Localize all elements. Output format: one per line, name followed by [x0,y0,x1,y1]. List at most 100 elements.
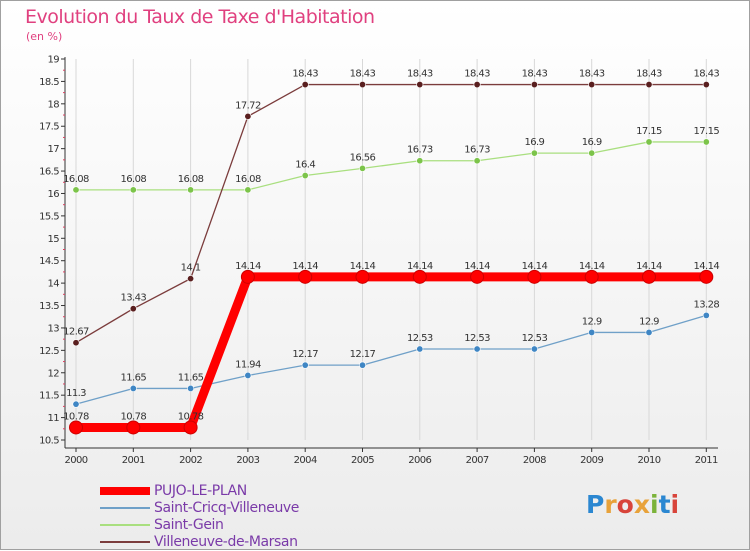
data-label: 14.14 [579,261,605,272]
data-point [187,384,195,392]
data-point [588,149,596,157]
logo-letter: i [670,490,680,519]
data-label: 18.43 [579,69,605,80]
data-label: 18.43 [407,69,433,80]
x-tick-label: 2004 [294,455,317,466]
data-point [187,275,195,283]
series-line [75,314,707,405]
data-label: 11.3 [66,388,86,399]
data-label: 14.14 [350,261,376,272]
data-label: 18.43 [464,69,490,80]
y-tick-label: 12 [47,368,59,379]
legend-swatch [100,541,150,543]
logo-letter: o [616,490,634,519]
data-point [416,81,424,89]
y-tick-label: 16 [47,189,59,200]
data-label: 17.15 [636,126,662,137]
y-tick-label: 10.5 [39,436,59,447]
data-label: 14.1 [181,263,201,274]
data-point [126,420,141,435]
data-point [530,81,538,89]
data-label: 12.67 [63,327,89,338]
x-tick-label: 2008 [523,455,546,466]
data-label: 14.14 [235,261,261,272]
data-point [473,81,481,89]
data-point [699,269,714,284]
x-tick-label: 2010 [637,455,660,466]
data-point [530,345,538,353]
data-label: 12.53 [464,333,490,344]
data-label: 16.08 [178,174,204,185]
data-label: 14.14 [636,261,662,272]
y-tick-label: 15 [47,234,59,245]
series-line [76,141,707,191]
data-label: 16.56 [350,152,376,163]
proxiti-logo: Proxiti [586,490,679,519]
data-label: 11.65 [178,372,204,383]
data-point [645,138,653,146]
x-tick-label: 2003 [236,455,259,466]
data-label: 16.08 [120,174,146,185]
data-point [470,269,485,284]
data-point [244,186,252,194]
data-label: 10.78 [178,411,204,422]
data-label: 17.15 [693,126,719,137]
y-tick-label: 15.5 [39,211,59,222]
data-label: 18.43 [350,69,376,80]
legend-swatch [100,507,150,509]
data-point [642,269,656,284]
data-point [358,81,366,89]
legend-swatch [100,487,150,495]
data-point [244,371,252,379]
data-label: 12.9 [639,316,659,327]
x-tick-label: 2000 [64,455,87,466]
data-label: 11.94 [235,359,261,370]
data-label: 14.14 [292,261,318,272]
data-label: 16.08 [235,174,261,185]
data-label: 10.78 [63,411,89,422]
data-point [301,81,309,89]
y-tick-label: 11.5 [39,391,59,402]
chart-title: Evolution du Taux de Taxe d'Habitation [25,6,375,28]
data-point [69,420,83,435]
data-label: 16.9 [582,137,602,148]
data-point [183,420,198,435]
data-point [645,328,653,336]
y-tick-label: 14 [47,279,59,290]
series-line [76,272,707,432]
data-label: 18.43 [522,69,548,80]
data-label: 18.43 [636,69,662,80]
data-point [72,400,80,408]
y-tick-label: 19 [47,55,59,66]
y-tick-label: 14.5 [39,256,59,267]
data-label: 18.43 [693,69,719,80]
data-point [588,81,596,89]
legend-label: Villeneuve-de-Marsan [154,534,298,550]
x-tick-label: 2006 [408,455,431,466]
data-point [584,269,599,284]
data-point [129,305,137,313]
y-tick-label: 18.5 [39,77,59,88]
data-label: 14.14 [693,261,719,272]
data-label: 14.14 [407,261,433,272]
data-point [129,186,137,194]
data-point [298,269,313,284]
data-label: 16.9 [524,137,544,148]
data-point [72,339,80,347]
logo-letter: P [586,490,605,519]
y-tick-label: 17 [47,144,59,155]
data-point [588,328,596,336]
data-point [416,157,424,165]
data-point [358,164,366,172]
x-tick-label: 2005 [351,455,374,466]
data-point [187,186,195,194]
data-label: 14.14 [464,261,490,272]
data-point [301,361,309,369]
data-point [72,186,80,194]
data-point [129,384,137,392]
data-point [702,81,710,89]
y-tick-label: 17.5 [39,122,59,133]
data-point [530,149,538,157]
chart-subtitle: (en %) [26,30,63,43]
